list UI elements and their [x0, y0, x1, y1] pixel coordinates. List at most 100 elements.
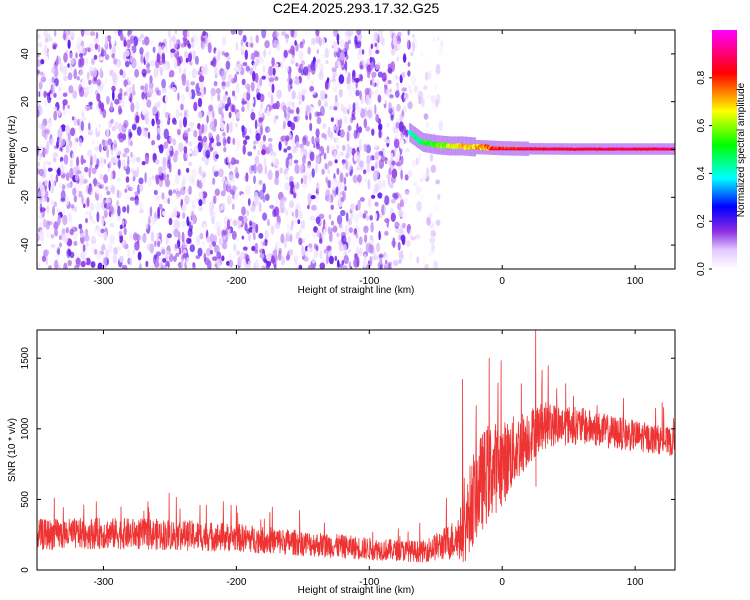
spectrogram-noise-cell	[281, 31, 287, 36]
spectrogram-noise-cell	[391, 168, 398, 179]
spectrogram-noise-cell	[241, 129, 246, 139]
spectrogram-noise-cell	[188, 262, 192, 267]
spectrogram-noise-cell	[79, 177, 84, 186]
spectrogram-noise-cell	[228, 74, 234, 83]
colorbar-scale	[712, 30, 737, 269]
y-tick-label: 1000	[20, 417, 31, 440]
spectrogram-noise-cell	[146, 69, 151, 74]
spectrogram-noise-cell	[182, 212, 186, 219]
spectrogram-noise-cell	[65, 227, 69, 234]
spectrogram-noise-cell	[234, 148, 240, 156]
spectrogram-noise-cell	[121, 159, 126, 169]
spectrogram-noise-cell	[125, 176, 130, 183]
spectrogram-noise-cell	[231, 104, 236, 113]
spectrogram-noise-cell	[261, 30, 267, 39]
spectrogram-noise-cell	[165, 111, 170, 119]
spectrogram-noise-cell	[187, 52, 192, 63]
spectrogram-noise-cell	[103, 158, 107, 164]
spectrogram-noise-cell	[311, 168, 315, 178]
spectrogram-noise-cell	[245, 135, 250, 140]
spectrogram-noise-cell	[181, 221, 187, 229]
spectrogram-noise-cell	[247, 233, 252, 242]
spectrogram-noise-cell	[125, 235, 131, 244]
spectrogram-noise-cell	[185, 167, 190, 173]
spectrogram-noise-cell	[332, 75, 336, 82]
spectrogram-noise-cell	[198, 167, 202, 175]
spectrogram-noise-cell	[333, 150, 337, 159]
spectrogram-noise-cell	[345, 35, 351, 41]
spectrogram-noise-cell	[226, 155, 230, 163]
spectrogram-noise-cell	[156, 133, 161, 141]
spectrogram-noise-cell	[253, 145, 256, 150]
spectrogram-noise-cell	[124, 60, 130, 68]
spectrogram-noise-cell	[283, 120, 286, 130]
spectrogram-noise-cell	[189, 124, 194, 132]
spectrogram-noise-cell	[372, 212, 378, 221]
spectrogram-noise-cell	[78, 223, 83, 230]
spectrogram-noise-cell	[80, 233, 84, 238]
spectrogram-noise-cell	[305, 140, 311, 147]
spectrogram-noise-cell	[125, 91, 131, 100]
spectrogram-noise-cell	[319, 238, 323, 244]
spectrogram-noise-cell	[52, 157, 57, 163]
spectrogram-noise-cell	[424, 263, 429, 269]
spectrogram-noise-cell	[295, 231, 300, 240]
spectrogram-noise-cell	[81, 110, 85, 118]
spectrogram-noise-cell	[399, 138, 405, 150]
snr-series-line	[37, 330, 675, 563]
spectrogram-noise-cell	[280, 255, 285, 266]
spectrogram-noise-cell	[401, 211, 407, 220]
spectrogram-noise-cell	[39, 198, 42, 206]
spectrogram-noise-cell	[287, 230, 292, 237]
spectrogram-noise-cell	[202, 135, 208, 143]
spectrogram-noise-cell	[340, 196, 345, 203]
spectrogram-noise-cell	[160, 101, 165, 112]
spectrogram-noise-cell	[37, 42, 43, 48]
spectrogram-noise-cell	[268, 49, 272, 56]
spectrogram-noise-cell	[88, 167, 91, 179]
spectrogram-noise-cell	[341, 155, 346, 160]
spectrogram-noise-cell	[279, 61, 284, 69]
spectrogram-noise-cell	[230, 37, 234, 44]
spectrogram-noise-cell	[268, 65, 274, 76]
spectrogram-noise-cell	[126, 39, 131, 49]
spectrogram-noise-cell	[400, 130, 405, 139]
spectrogram-noise-cell	[43, 44, 48, 55]
spectrogram-noise-cell	[369, 256, 373, 267]
spectrogram-x-label: Height of straight line (km)	[298, 285, 415, 296]
spectrogram-noise-cell	[94, 146, 99, 152]
spectrogram-noise-cell	[321, 54, 325, 60]
spectrogram-noise-cell	[121, 99, 125, 108]
spectrogram-noise-cell	[158, 203, 163, 210]
spectrogram-noise-cell	[86, 196, 90, 208]
spectrogram-noise-cell	[107, 138, 113, 146]
spectrogram-noise-cell	[376, 79, 380, 89]
spectrogram-noise-cell	[37, 90, 40, 98]
spectrogram-noise-cell	[129, 38, 134, 43]
spectrogram-noise-cell	[184, 195, 190, 205]
spectrogram-noise-cell	[215, 135, 219, 142]
spectrogram-noise-cell	[62, 99, 68, 106]
spectrogram-noise-cell	[130, 180, 135, 192]
spectrogram-noise-cell	[359, 60, 365, 71]
spectrogram-noise-cell	[69, 158, 73, 168]
spectrogram-noise-cell	[79, 86, 84, 98]
spectrogram-noise-cell	[138, 263, 142, 269]
spectrogram-noise-cell	[195, 255, 201, 260]
spectrogram-noise-cell	[415, 157, 419, 166]
spectrogram-noise-cell	[272, 67, 276, 76]
spectrogram-noise-cell	[210, 87, 216, 97]
spectrogram-noise-cell	[156, 52, 161, 63]
spectrogram-noise-cell	[240, 251, 245, 260]
spectrogram-noise-cell	[191, 168, 197, 178]
spectrogram-noise-cell	[376, 40, 379, 51]
spectrogram-noise-cell	[98, 193, 103, 200]
spectrogram-noise-cell	[186, 256, 190, 268]
spectrogram-noise-cell	[388, 102, 392, 111]
spectrogram-noise-cell	[429, 153, 434, 162]
spectrogram-noise-cell	[313, 226, 318, 233]
spectrogram-noise-cell	[365, 144, 372, 154]
spectrogram-noise-cell	[147, 176, 152, 187]
spectrogram-noise-cell	[262, 64, 266, 73]
spectrogram-noise-cell	[93, 54, 98, 60]
